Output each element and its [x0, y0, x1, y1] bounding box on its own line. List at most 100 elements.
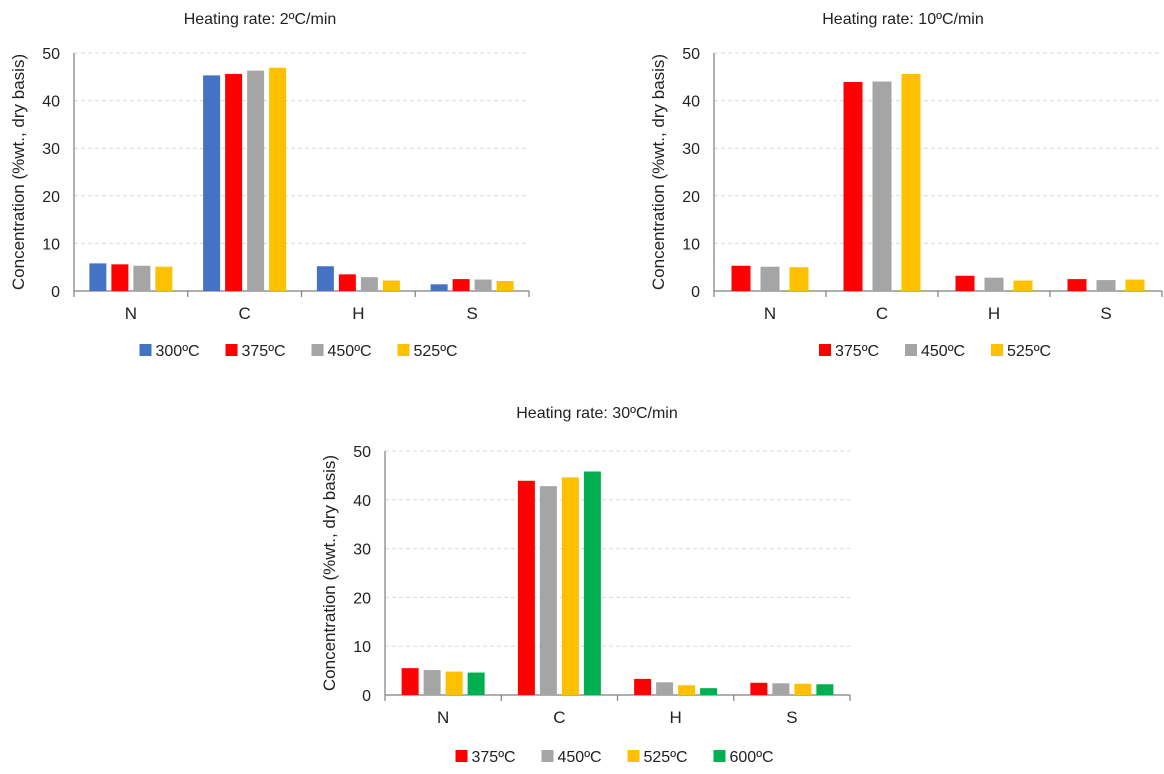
legend-swatch — [139, 344, 152, 356]
bar — [583, 471, 601, 695]
bar — [430, 284, 448, 291]
bar — [816, 684, 834, 695]
bar — [338, 274, 356, 291]
bar — [445, 671, 463, 695]
bar — [955, 275, 975, 291]
bar — [750, 682, 768, 695]
legend-label: 300ºC — [156, 343, 200, 360]
x-tick-label: C — [876, 304, 888, 323]
legend-label: 450ºC — [558, 749, 602, 766]
x-tick-label: S — [786, 708, 797, 727]
y-tick-label: 10 — [42, 236, 60, 253]
bar — [517, 480, 535, 695]
legend-label: 450ºC — [328, 343, 372, 360]
y-tick-label: 30 — [353, 542, 371, 559]
legend-label: 450ºC — [921, 343, 965, 360]
legend-swatch — [397, 344, 410, 356]
bar — [401, 668, 419, 695]
legend-label: 525ºC — [414, 343, 458, 360]
bar — [360, 277, 378, 291]
bar — [89, 263, 107, 291]
bar — [474, 279, 492, 291]
legend-swatch — [627, 750, 640, 762]
legend-label: 375ºC — [835, 343, 879, 360]
x-tick-label: C — [238, 304, 250, 323]
bar — [789, 267, 809, 291]
x-tick-label: H — [352, 304, 364, 323]
x-tick-label: C — [553, 708, 565, 727]
bar — [467, 672, 485, 695]
bar — [111, 264, 129, 291]
bar — [1013, 280, 1033, 291]
bar — [843, 82, 863, 291]
bar — [1067, 279, 1087, 291]
legend-swatch — [455, 750, 468, 762]
y-axis-label: Concentration (%wt., dry basis) — [649, 54, 668, 290]
x-tick-label: H — [669, 708, 681, 727]
legend-swatch — [905, 344, 917, 356]
bar — [634, 678, 652, 695]
x-tick-label: H — [988, 304, 1000, 323]
bar — [225, 73, 243, 291]
bar — [700, 688, 718, 695]
y-tick-label: 40 — [353, 493, 371, 510]
x-tick-label: N — [125, 304, 137, 323]
legend-label: 375ºC — [242, 343, 286, 360]
chart-title: Heating rate: 2ºC/min — [184, 11, 337, 28]
bar — [423, 670, 441, 695]
bar — [901, 73, 921, 291]
y-tick-label: 40 — [42, 94, 60, 111]
y-tick-label: 10 — [353, 639, 371, 656]
legend-swatch — [541, 750, 554, 762]
legend-swatch — [225, 344, 238, 356]
y-tick-label: 0 — [362, 688, 371, 705]
bar — [772, 683, 790, 695]
bar — [678, 685, 696, 695]
bar — [203, 75, 221, 291]
x-tick-label: N — [437, 708, 449, 727]
y-tick-label: 30 — [42, 141, 60, 158]
chart-panel-1: Heating rate: 2ºC/min 0 10 20 30 40 50 Concentr… — [9, 11, 530, 360]
y-tick-label: 40 — [682, 94, 700, 111]
y-tick-label: 50 — [42, 46, 60, 63]
y-axis-label: Concentration (%wt., dry basis) — [9, 54, 28, 290]
chart-panel-3: Heating rate: 30ºC/min 0 10 20 30 40 50 Concent… — [320, 405, 851, 766]
bar — [984, 277, 1004, 291]
bar — [452, 279, 470, 291]
bar — [656, 682, 674, 695]
legend-label: 600ºC — [730, 749, 774, 766]
bar — [269, 67, 287, 291]
x-tick-label: N — [764, 304, 776, 323]
bar — [539, 486, 557, 695]
bar — [760, 266, 780, 291]
bar — [1096, 280, 1116, 291]
x-tick-label: S — [1100, 304, 1111, 323]
y-tick-label: 0 — [51, 284, 60, 301]
y-tick-label: 50 — [353, 444, 371, 461]
bar — [1125, 279, 1145, 291]
bar — [133, 265, 151, 291]
bar — [316, 266, 334, 291]
x-tick-label: S — [466, 304, 477, 323]
y-tick-label: 20 — [353, 590, 371, 607]
legend-label: 525ºC — [644, 749, 688, 766]
bar — [794, 683, 812, 695]
legend-swatch — [819, 344, 831, 356]
legend-swatch — [991, 344, 1003, 356]
y-tick-label: 20 — [42, 189, 60, 206]
chart-title: Heating rate: 30ºC/min — [516, 405, 677, 422]
y-axis-label: Concentration (%wt., dry basis) — [320, 455, 339, 691]
legend-swatch — [311, 344, 324, 356]
bar — [155, 266, 173, 291]
chart-panel-2: Heating rate: 10ºC/min 0 10 20 30 40 50 Concent… — [649, 11, 1163, 360]
bar — [382, 280, 400, 291]
y-tick-label: 10 — [682, 236, 700, 253]
bar — [247, 70, 265, 291]
bar — [872, 81, 892, 291]
chart-title: Heating rate: 10ºC/min — [822, 11, 983, 28]
y-tick-label: 0 — [691, 284, 700, 301]
y-tick-label: 30 — [682, 141, 700, 158]
bar — [731, 265, 751, 291]
legend-swatch — [713, 750, 726, 762]
